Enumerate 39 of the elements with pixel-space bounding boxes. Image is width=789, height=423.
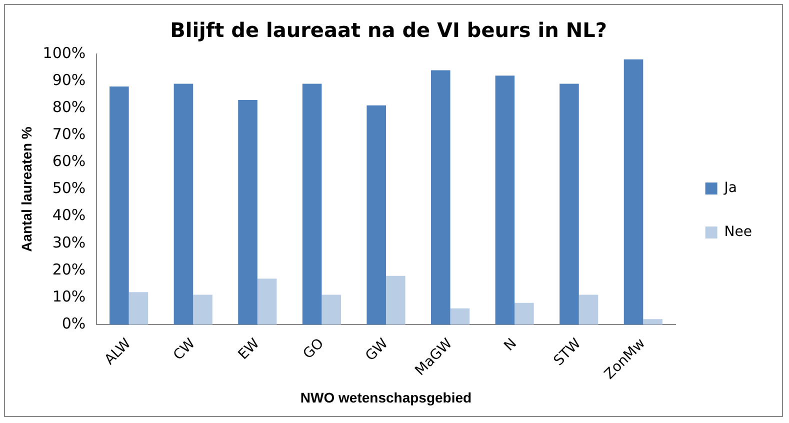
bar	[578, 294, 598, 325]
y-tick-label: 60%	[52, 152, 86, 170]
legend-label: Ja	[723, 180, 738, 196]
bar	[366, 105, 386, 325]
bar	[430, 70, 450, 325]
bar	[450, 308, 470, 325]
y-tick-label: 20%	[52, 260, 86, 278]
bar	[193, 294, 212, 325]
y-tick-label: 30%	[52, 233, 86, 252]
bar	[514, 302, 534, 325]
y-tick-label: 40%	[52, 206, 86, 224]
y-tick-label: 70%	[52, 125, 86, 144]
x-axis-title: NWO wetenschapsgebied	[300, 389, 472, 406]
legend-label: Nee	[724, 224, 752, 240]
x-tick-label: GW	[362, 335, 392, 364]
bar	[322, 294, 341, 325]
bar	[302, 84, 322, 325]
y-tick-label: 90%	[52, 70, 86, 89]
bar	[643, 319, 662, 325]
chart-title: Blijft de laureaat na de VI beurs in NL?	[170, 18, 607, 42]
bar	[386, 276, 406, 325]
x-tick-label: N	[501, 336, 520, 354]
y-axis-title: Aantal laureaten %	[18, 126, 34, 252]
y-tick-label: 0%	[62, 314, 86, 332]
y-tick-label: 10%	[52, 287, 86, 306]
bar	[495, 76, 515, 325]
bar	[624, 59, 644, 325]
y-tick-label: 100%	[42, 44, 86, 62]
bar	[560, 84, 579, 325]
bar	[110, 86, 129, 325]
bar	[128, 292, 148, 325]
bar	[174, 84, 194, 325]
bar	[257, 278, 277, 325]
bar	[238, 100, 258, 325]
x-tick-label: EW	[235, 336, 263, 363]
y-tick-label: 50%	[52, 179, 86, 198]
y-tick-label: 80%	[52, 98, 86, 116]
x-tick-label: CW	[170, 335, 199, 364]
x-tick-label: GO	[300, 336, 328, 362]
